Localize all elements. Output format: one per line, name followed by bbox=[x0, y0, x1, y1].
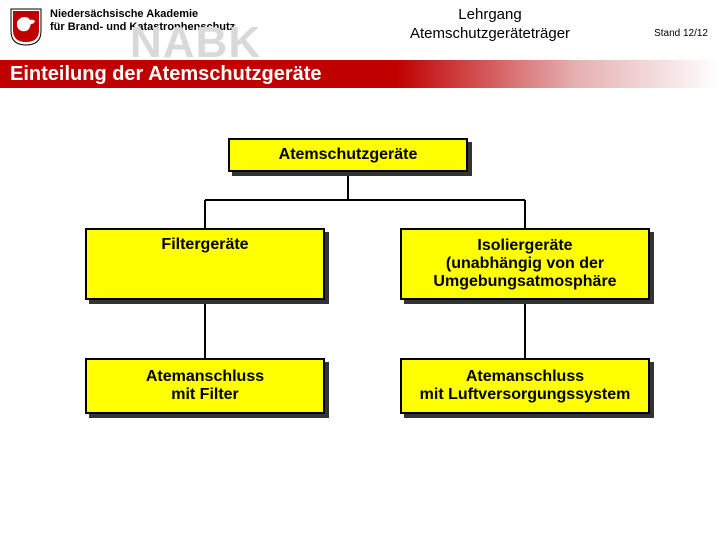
node-atemanschluss-luft-line-2: mit Luftversorgungssystem bbox=[420, 386, 631, 404]
course-title: Lehrgang Atemschutzgeräteträger bbox=[370, 6, 610, 44]
course-title-line-1: Lehrgang bbox=[370, 6, 610, 25]
course-title-line-2: Atemschutzgeräteträger bbox=[370, 25, 610, 44]
node-filtergeraete: Filtergeräte bbox=[85, 228, 325, 300]
node-atemanschluss-luft-line-1: Atemanschluss bbox=[466, 368, 584, 386]
node-atemanschluss-luft: Atemanschluss mit Luftversorgungssystem bbox=[400, 358, 650, 414]
node-isoliergeraete-line-1: Isoliergeräte bbox=[477, 237, 572, 255]
tree-diagram: Atemschutzgeräte Filtergeräte Isolierger… bbox=[0, 88, 720, 528]
node-root: Atemschutzgeräte bbox=[228, 138, 468, 172]
node-atemanschluss-filter-line-1: Atemanschluss bbox=[146, 368, 264, 386]
node-isoliergeraete: Isoliergeräte (unabhängig von der Umgebu… bbox=[400, 228, 650, 300]
node-isoliergeraete-line-3: Umgebungsatmosphäre bbox=[433, 273, 616, 291]
node-atemanschluss-filter-line-2: mit Filter bbox=[171, 386, 239, 404]
coat-of-arms-icon bbox=[10, 8, 42, 46]
node-isoliergeraete-line-2: (unabhängig von der bbox=[446, 255, 604, 273]
node-root-label: Atemschutzgeräte bbox=[279, 146, 418, 164]
stand-label: Stand 12/12 bbox=[654, 28, 708, 39]
node-filtergeraete-label: Filtergeräte bbox=[161, 236, 248, 254]
header: NABK Niedersächsische Akademie für Brand… bbox=[0, 0, 720, 60]
section-title-bar: Einteilung der Atemschutzgeräte bbox=[0, 60, 720, 88]
node-atemanschluss-filter: Atemanschluss mit Filter bbox=[85, 358, 325, 414]
